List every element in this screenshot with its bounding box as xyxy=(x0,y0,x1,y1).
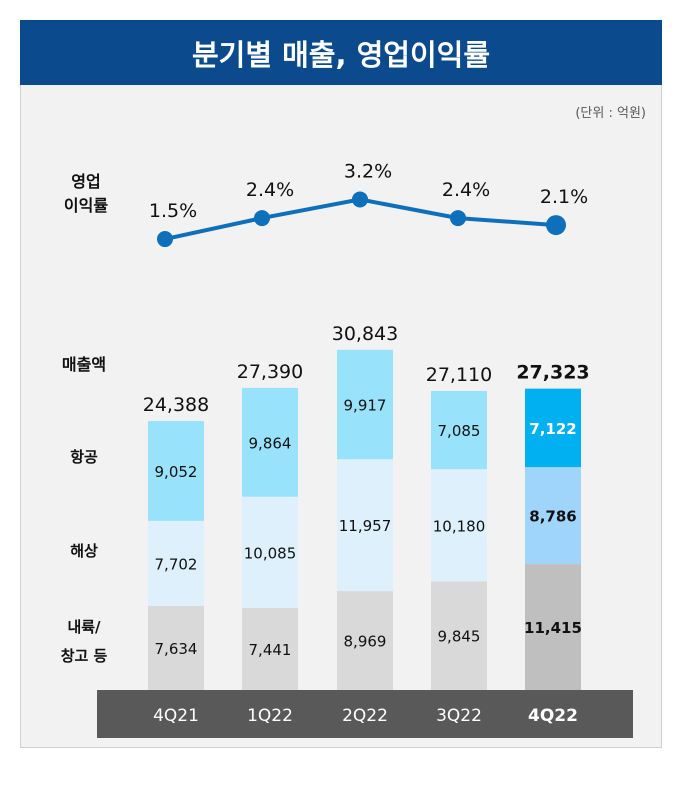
bar-segment xyxy=(431,469,487,582)
line-point xyxy=(546,215,566,236)
bar-segment xyxy=(431,390,487,470)
category-label: 1Q22 xyxy=(247,706,293,726)
segment-label: 7,122 xyxy=(529,420,576,438)
category-label: 4Q21 xyxy=(153,706,199,726)
total-label: 27,323 xyxy=(516,362,589,384)
segment-label: 11,415 xyxy=(524,619,582,637)
line-point xyxy=(157,231,173,248)
bar-segment xyxy=(337,459,393,592)
series-label: 내륙/ xyxy=(67,618,101,636)
line-point xyxy=(450,210,466,227)
bar-axis-label: 매출액 xyxy=(62,355,106,374)
bar-segment xyxy=(242,607,298,690)
total-label: 27,110 xyxy=(426,364,492,386)
total-label: 27,390 xyxy=(237,361,303,383)
segment-label: 7,085 xyxy=(438,422,481,440)
bar-segment xyxy=(242,496,298,608)
segment-label: 9,917 xyxy=(344,396,387,414)
line-value-label: 2.1% xyxy=(540,186,588,208)
segment-label: 8,786 xyxy=(529,508,576,526)
bar-segment xyxy=(525,388,581,468)
segment-label: 7,634 xyxy=(155,640,198,658)
segment-label: 9,845 xyxy=(438,628,481,646)
total-label: 30,843 xyxy=(332,323,398,345)
segment-label: 11,957 xyxy=(339,517,392,535)
line-axis-label: 이익률 xyxy=(64,196,108,215)
segment-label: 9,864 xyxy=(249,434,292,452)
line-axis-label: 영업 xyxy=(71,172,100,191)
category-label: 4Q22 xyxy=(528,706,578,726)
bar-segment xyxy=(148,520,204,606)
series-label: 해상 xyxy=(70,542,98,560)
segment-label: 9,052 xyxy=(155,463,198,481)
bar-segment xyxy=(525,467,581,565)
bar-segment xyxy=(337,591,393,690)
category-label: 3Q22 xyxy=(436,706,482,726)
series-label: 창고 등 xyxy=(61,647,108,665)
line-value-label: 2.4% xyxy=(246,179,294,201)
chart-title: 분기별 매출, 영업이익률 xyxy=(20,20,662,85)
segment-label: 10,085 xyxy=(244,544,297,562)
bar-segment xyxy=(148,605,204,690)
category-label: 2Q22 xyxy=(342,706,388,726)
unit-note: (단위 : 억원) xyxy=(575,106,646,121)
line-point xyxy=(352,191,368,208)
bar-segment xyxy=(337,349,393,460)
category-axis-bar xyxy=(97,690,633,738)
segment-label: 10,180 xyxy=(433,517,486,535)
bar-segment xyxy=(242,387,298,497)
line-value-label: 3.2% xyxy=(344,160,392,182)
line-value-label: 1.5% xyxy=(149,200,197,222)
segment-label: 8,969 xyxy=(344,633,387,651)
series-label: 항공 xyxy=(70,448,98,466)
line-point xyxy=(254,210,270,227)
bar-segment xyxy=(148,421,204,521)
bar-segment xyxy=(431,581,487,690)
line-value-label: 2.4% xyxy=(442,179,490,201)
bar-segment xyxy=(525,564,581,690)
segment-label: 7,702 xyxy=(155,555,198,573)
total-label: 24,388 xyxy=(143,394,209,416)
segment-label: 7,441 xyxy=(249,641,292,659)
